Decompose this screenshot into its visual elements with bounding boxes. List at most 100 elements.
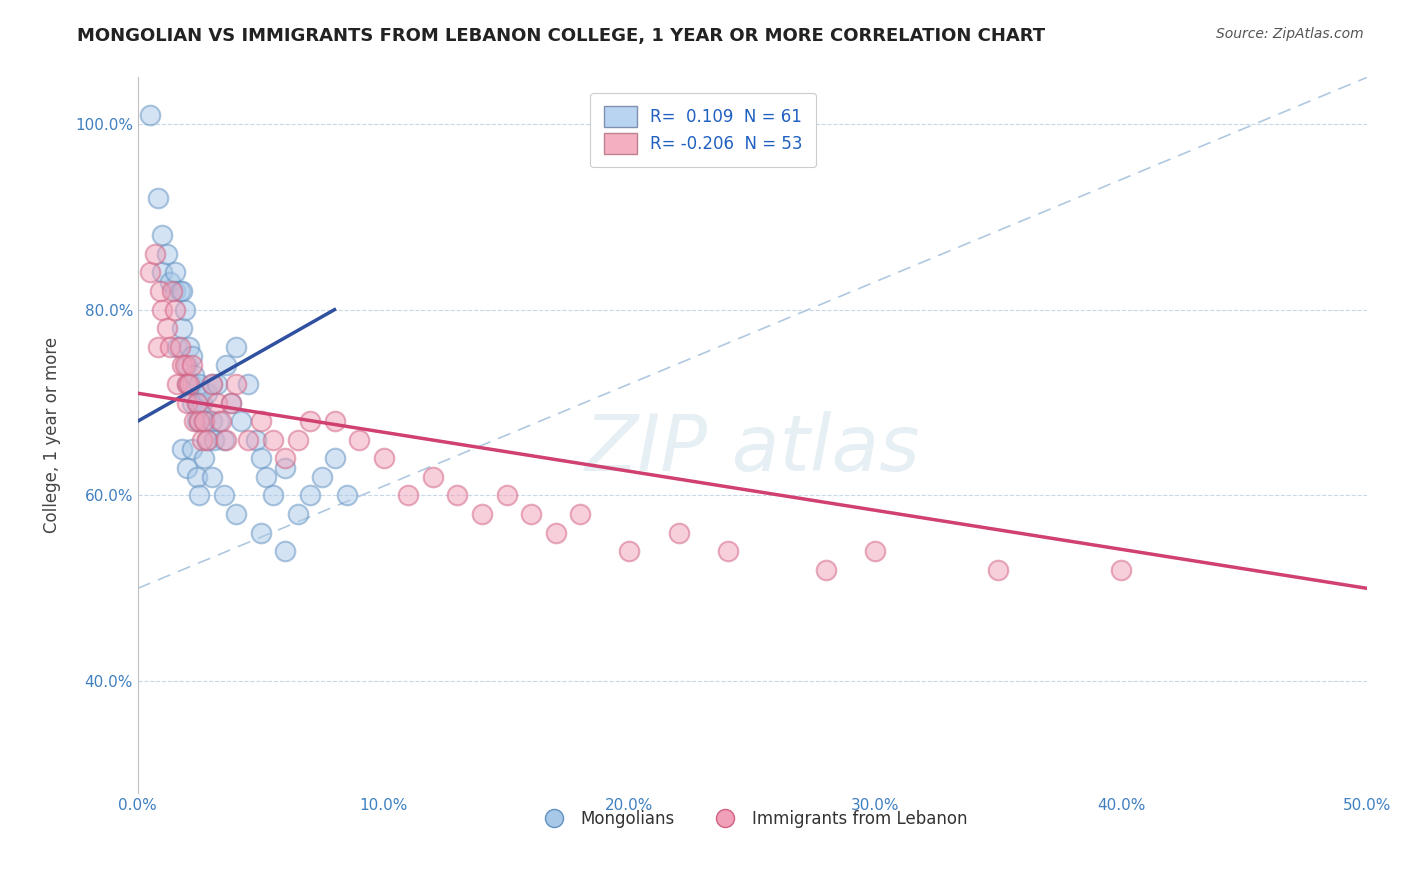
Y-axis label: College, 1 year or more: College, 1 year or more [44, 337, 60, 533]
Point [186, 414, 208, 428]
Point [249, 525, 271, 540]
Point [162, 284, 184, 298]
Point [225, 507, 247, 521]
Point [188, 395, 211, 409]
Point [209, 414, 232, 428]
Point [396, 488, 419, 502]
Point [193, 451, 215, 466]
Point [865, 544, 887, 558]
Point [238, 376, 260, 391]
Point [287, 433, 309, 447]
Point [495, 488, 517, 502]
Point [195, 433, 218, 447]
Point [186, 395, 208, 409]
Point [139, 107, 162, 121]
Point [323, 414, 346, 428]
Point [274, 451, 297, 466]
Point [156, 321, 179, 335]
Point [212, 433, 235, 447]
Point [254, 470, 277, 484]
Point [139, 265, 162, 279]
Point [225, 340, 247, 354]
Point [193, 414, 215, 428]
Point [163, 265, 186, 279]
Point [619, 544, 641, 558]
Point [205, 376, 228, 391]
Point [201, 414, 224, 428]
Point [336, 488, 359, 502]
Point [215, 433, 238, 447]
Point [163, 302, 186, 317]
Point [471, 507, 494, 521]
Point [172, 359, 194, 373]
Text: ZIP atlas: ZIP atlas [585, 411, 920, 487]
Point [520, 507, 543, 521]
Point [262, 488, 284, 502]
Point [205, 395, 228, 409]
Point [201, 376, 224, 391]
Point [215, 359, 238, 373]
Point [156, 247, 179, 261]
Point [195, 386, 218, 401]
Point [176, 376, 198, 391]
Point [191, 433, 214, 447]
Point [219, 395, 242, 409]
Point [422, 470, 444, 484]
Point [172, 442, 194, 456]
Point [191, 395, 214, 409]
Point [225, 376, 247, 391]
Point [186, 470, 208, 484]
Point [212, 488, 235, 502]
Point [195, 433, 218, 447]
Text: Source: ZipAtlas.com: Source: ZipAtlas.com [1216, 27, 1364, 41]
Point [166, 340, 188, 354]
Point [149, 284, 172, 298]
Point [219, 395, 242, 409]
Point [1109, 563, 1132, 577]
Point [298, 414, 321, 428]
Point [163, 284, 186, 298]
Point [152, 228, 174, 243]
Point [202, 433, 225, 447]
Point [274, 460, 297, 475]
Point [249, 451, 271, 466]
Point [274, 544, 297, 558]
Point [176, 460, 198, 475]
Point [249, 414, 271, 428]
Point [176, 395, 198, 409]
Point [183, 414, 205, 428]
Point [181, 376, 204, 391]
Legend: Mongolians, Immigrants from Lebanon: Mongolians, Immigrants from Lebanon [531, 803, 974, 834]
Point [181, 442, 204, 456]
Point [262, 433, 284, 447]
Point [298, 488, 321, 502]
Point [152, 302, 174, 317]
Point [176, 376, 198, 391]
Point [446, 488, 468, 502]
Point [169, 340, 191, 354]
Point [173, 302, 195, 317]
Point [815, 563, 838, 577]
Point [172, 321, 194, 335]
Point [176, 359, 198, 373]
Text: MONGOLIAN VS IMMIGRANTS FROM LEBANON COLLEGE, 1 YEAR OR MORE CORRELATION CHART: MONGOLIAN VS IMMIGRANTS FROM LEBANON COL… [77, 27, 1046, 45]
Point [172, 284, 194, 298]
Point [186, 395, 208, 409]
Point [245, 433, 267, 447]
Point [173, 359, 195, 373]
Point [179, 340, 201, 354]
Point [193, 414, 215, 428]
Point [183, 368, 205, 382]
Point [188, 488, 211, 502]
Point [146, 191, 169, 205]
Point [143, 247, 166, 261]
Point [717, 544, 740, 558]
Point [166, 376, 188, 391]
Point [188, 414, 211, 428]
Point [347, 433, 370, 447]
Point [181, 349, 204, 363]
Point [208, 414, 231, 428]
Point [238, 433, 260, 447]
Point [569, 507, 592, 521]
Point [544, 525, 567, 540]
